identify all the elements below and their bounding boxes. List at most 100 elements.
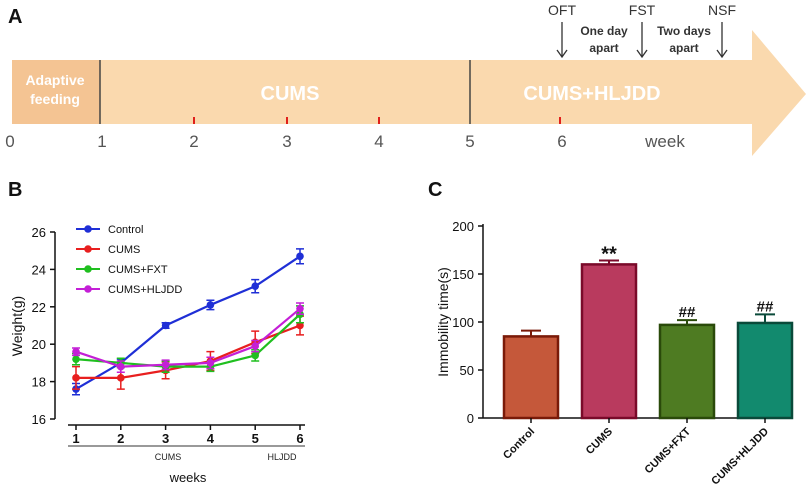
b-data-point xyxy=(296,252,304,261)
interval-two-days-line-2: apart xyxy=(669,41,698,55)
interval-one-day-line-1: One day xyxy=(580,24,628,38)
b-data-point xyxy=(206,301,215,309)
week-tick-2: 2 xyxy=(189,132,198,151)
b-x-tick-label: 6 xyxy=(296,431,303,446)
b-legend-marker xyxy=(84,265,92,273)
b-x-tick-label: 5 xyxy=(252,431,259,446)
c-y-axis-label: Immobility time(s) xyxy=(435,267,451,377)
b-legend-label: CUMS+HLJDD xyxy=(108,284,182,296)
c-bar xyxy=(736,321,794,420)
b-series-cums-hljdd xyxy=(72,302,304,373)
timeline-arrow xyxy=(12,30,806,156)
week-ticks: 0 1 2 3 4 5 6 week xyxy=(5,132,685,151)
b-legend-label: CUMS xyxy=(108,244,140,256)
arrow-down-icon xyxy=(556,22,568,59)
c-x-tick-label: CUMS xyxy=(584,426,615,457)
b-data-point xyxy=(161,360,170,369)
c-bars: ** ## ## xyxy=(502,244,794,420)
b-legend-label: CUMS+FXT xyxy=(108,264,168,276)
event-fst: FST xyxy=(629,2,656,18)
b-data-point xyxy=(251,351,259,360)
b-phase-hljdd: HLJDD xyxy=(267,452,297,462)
c-bar xyxy=(502,335,560,420)
c-y-tick-label: 100 xyxy=(452,315,474,330)
adaptive-band xyxy=(12,60,100,124)
b-data-point xyxy=(117,362,125,371)
b-legend: Control CUMS CUMS+FXT CUMS+HLJDD xyxy=(76,224,182,296)
week-tick-5: 5 xyxy=(465,132,474,151)
b-y-tick-label: 26 xyxy=(32,225,46,240)
c-x-tick-label: CUMS+FXT xyxy=(642,425,693,476)
b-series-cums xyxy=(72,315,304,390)
stage-label-line-1: Adaptive xyxy=(25,72,84,88)
week-unit-label: week xyxy=(644,132,685,151)
panel-c-label: C xyxy=(428,179,442,201)
b-data-point xyxy=(206,359,215,367)
week-tick-3: 3 xyxy=(282,132,291,151)
b-x-ticks: 1 2 3 4 5 6 xyxy=(72,425,304,446)
c-bar xyxy=(580,263,638,420)
c-x-tick-labels: Control CUMS CUMS+FXT CUMS+HLJDD xyxy=(501,418,771,487)
panel-a-label: A xyxy=(8,6,22,28)
c-y-tick-label: 150 xyxy=(452,267,474,282)
b-data-point xyxy=(296,321,304,330)
b-data-point xyxy=(72,347,80,356)
b-x-tick-label: 3 xyxy=(162,431,169,446)
panel-c: C Immobility time(s) 0 50 100 150 200 ** ## ##… xyxy=(428,179,794,487)
panel-b-label: B xyxy=(8,179,22,201)
b-y-tick-label: 20 xyxy=(32,337,46,352)
b-series-line xyxy=(75,255,301,391)
arrow-down-icon xyxy=(636,22,648,59)
c-error-bar xyxy=(521,329,541,337)
b-y-tick-label: 18 xyxy=(32,375,46,390)
panel-a: A Adaptive feeding CUMS CUMS+HLJDD 0 1 2… xyxy=(5,2,806,156)
b-data-point xyxy=(161,321,170,330)
b-y-tick-label: 16 xyxy=(32,412,46,427)
b-data-point xyxy=(296,304,304,313)
b-data-point xyxy=(251,282,259,291)
b-series xyxy=(72,248,304,396)
b-legend-marker xyxy=(84,245,92,253)
b-x-axis-label: weeks xyxy=(169,470,207,485)
interval-two-days-line-1: Two days xyxy=(657,24,711,38)
c-significance-label: ## xyxy=(757,298,774,315)
b-data-point xyxy=(72,374,80,382)
b-series-control xyxy=(72,248,304,396)
c-error-bar xyxy=(599,259,619,265)
c-y-tick-label: 200 xyxy=(452,219,474,234)
b-legend-marker xyxy=(84,285,92,293)
b-data-point xyxy=(251,342,259,350)
b-legend-marker xyxy=(84,225,92,233)
c-y-tick-label: 0 xyxy=(467,411,474,426)
week-tick-4: 4 xyxy=(374,132,383,151)
event-nsf: NSF xyxy=(708,2,736,18)
b-x-tick-label: 1 xyxy=(72,431,79,446)
c-error-bar xyxy=(755,313,775,323)
stage-adaptive-feeding: Adaptive feeding xyxy=(25,72,84,107)
interval-one-day-line-2: apart xyxy=(589,41,618,55)
week-tick-1: 1 xyxy=(97,132,106,151)
b-data-point xyxy=(117,374,125,382)
b-y-axis-label: Weight(g) xyxy=(9,296,25,356)
stage-cums: CUMS xyxy=(261,83,320,105)
stage-cums-hljdd: CUMS+HLJDD xyxy=(523,83,660,105)
b-series-line xyxy=(75,307,301,368)
c-y-ticks: 0 50 100 150 200 xyxy=(452,219,483,426)
b-y-tick-label: 22 xyxy=(32,300,46,315)
stage-label-line-2: feeding xyxy=(30,91,80,107)
b-legend-label: Control xyxy=(108,224,143,236)
week-tick-0: 0 xyxy=(5,132,14,151)
c-x-tick-label: Control xyxy=(501,426,537,462)
b-data-point xyxy=(72,355,80,363)
panel-b: B Weight(g) 16 18 20 22 24 26 1 2 3 4 5 6 CUMS HLJ… xyxy=(8,179,305,485)
event-oft: OFT xyxy=(548,2,576,18)
b-phase-cums: CUMS xyxy=(155,452,182,462)
events: OFT FST NSF One day apart Two days apart xyxy=(548,2,736,59)
b-x-tick-label: 4 xyxy=(207,431,215,446)
c-y-tick-label: 50 xyxy=(460,363,474,378)
c-x-tick-label: CUMS+HLJDD xyxy=(709,426,771,488)
week-tick-6: 6 xyxy=(557,132,566,151)
c-significance-label: ** xyxy=(601,244,617,266)
b-y-ticks: 16 18 20 22 24 26 xyxy=(32,225,55,427)
